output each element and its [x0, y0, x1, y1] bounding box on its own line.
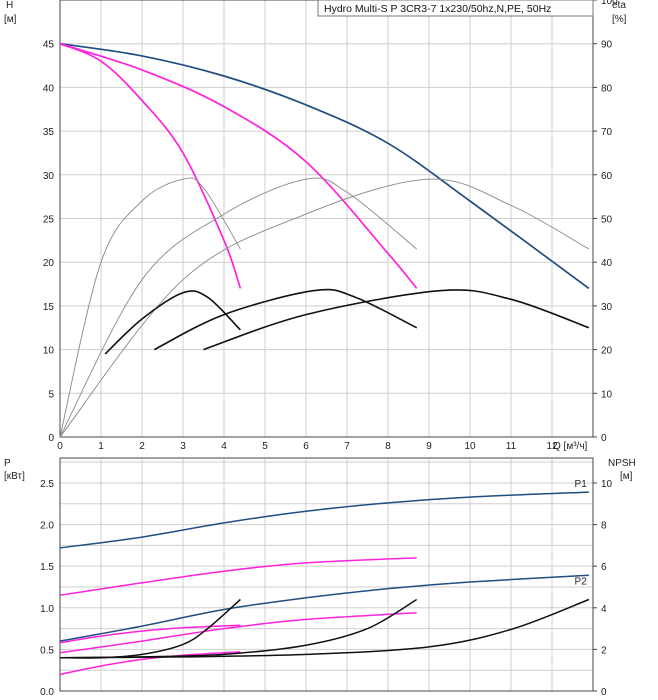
q-tick-label: 8: [385, 441, 391, 452]
eta-tick-label: 0: [601, 433, 607, 444]
chart-title: Hydro Multi-S P 3CR3-7 1x230/50hz,N,PE, …: [324, 3, 551, 15]
q-tick-label: 0: [57, 441, 63, 452]
q-tick-label: 7: [344, 441, 350, 452]
p-tick-label: 1.5: [40, 562, 54, 573]
top-series-efficiency-8: [203, 289, 590, 351]
p-tick-label: 2.0: [40, 521, 54, 532]
title-box: [317, 0, 594, 17]
h-tick-label: 20: [43, 258, 55, 269]
eta-tick-label: 40: [601, 258, 613, 269]
bottom-series-p2-1: [59, 574, 589, 642]
top-series-efficiency-7: [153, 288, 418, 351]
h-tick-label: 5: [48, 389, 54, 400]
top-series-head-2: [59, 42, 242, 289]
q-tick-label: 12: [546, 441, 558, 452]
p-tick-label: 1.0: [40, 604, 54, 615]
h-tick-label: 45: [43, 40, 55, 51]
p1-label: P1: [575, 479, 588, 490]
q-tick-label: 11: [506, 441, 517, 452]
eta-tick-label: 100: [601, 0, 618, 7]
bottom-series-p2-3: [59, 612, 417, 654]
h-tick-label: 10: [43, 346, 55, 357]
h-tick-label: 30: [43, 171, 55, 182]
eta-tick-label: 50: [601, 215, 613, 226]
p-tick-label: 2.5: [40, 479, 54, 490]
q-tick-label: 3: [180, 441, 186, 452]
p-tick-label: 0.0: [40, 687, 54, 698]
npsh-tick-label: 4: [601, 604, 607, 615]
q-tick-label: 5: [262, 441, 268, 452]
npsh-axis-name: NPSH: [608, 458, 636, 469]
q-tick-label: 6: [303, 441, 309, 452]
p2-label: P2: [575, 576, 588, 587]
q-tick-label: 4: [221, 441, 227, 452]
eta-tick-label: 10: [601, 389, 613, 400]
npsh-tick-label: 0: [601, 687, 607, 698]
q-tick-label: 2: [139, 441, 145, 452]
eta-axis-unit: [%]: [612, 14, 627, 25]
bottom-plot-frame: [59, 457, 594, 692]
q-axis-label: Q [м³/ч]: [553, 441, 588, 452]
npsh-tick-label: 10: [601, 479, 613, 490]
bottom-series-p1-2: [59, 557, 417, 597]
q-tick-label: 9: [426, 441, 432, 452]
p-tick-label: 0.5: [40, 645, 54, 656]
top-series-efficiency-5: [59, 178, 590, 438]
npsh-axis-unit: [м]: [620, 471, 633, 482]
npsh-tick-label: 2: [601, 645, 607, 656]
h-axis-name: H: [6, 0, 13, 11]
q-tick-label: 1: [98, 441, 104, 452]
h-tick-label: 15: [43, 302, 55, 313]
eta-tick-label: 30: [601, 302, 613, 313]
h-tick-label: 0: [48, 433, 54, 444]
eta-tick-label: 20: [601, 346, 613, 357]
h-tick-label: 35: [43, 127, 55, 138]
top-series-efficiency-4: [59, 177, 417, 438]
bottom-series-p1-4: [59, 624, 241, 644]
eta-axis-name: eta: [612, 0, 626, 11]
top-series-efficiency-6: [104, 290, 241, 355]
bottom-series-p1-0: [59, 491, 589, 549]
eta-tick-label: 60: [601, 171, 613, 182]
npsh-tick-label: 6: [601, 562, 607, 573]
top-series-head-1: [59, 42, 418, 289]
npsh-tick-label: 8: [601, 521, 607, 532]
top-series-efficiency-3: [59, 177, 241, 438]
p-axis-name: P: [4, 458, 11, 469]
bottom-series-npsh-8: [59, 598, 590, 659]
bottom-series-p2-5: [59, 651, 241, 676]
eta-tick-label: 80: [601, 83, 613, 94]
h-axis-unit: [м]: [4, 14, 17, 25]
top-series-head-0: [59, 42, 590, 290]
p-axis-unit: [кВт]: [4, 471, 25, 482]
h-tick-label: 25: [43, 215, 55, 226]
eta-tick-label: 70: [601, 127, 613, 138]
q-tick-label: 10: [464, 441, 476, 452]
eta-tick-label: 90: [601, 40, 613, 51]
h-tick-label: 40: [43, 83, 55, 94]
